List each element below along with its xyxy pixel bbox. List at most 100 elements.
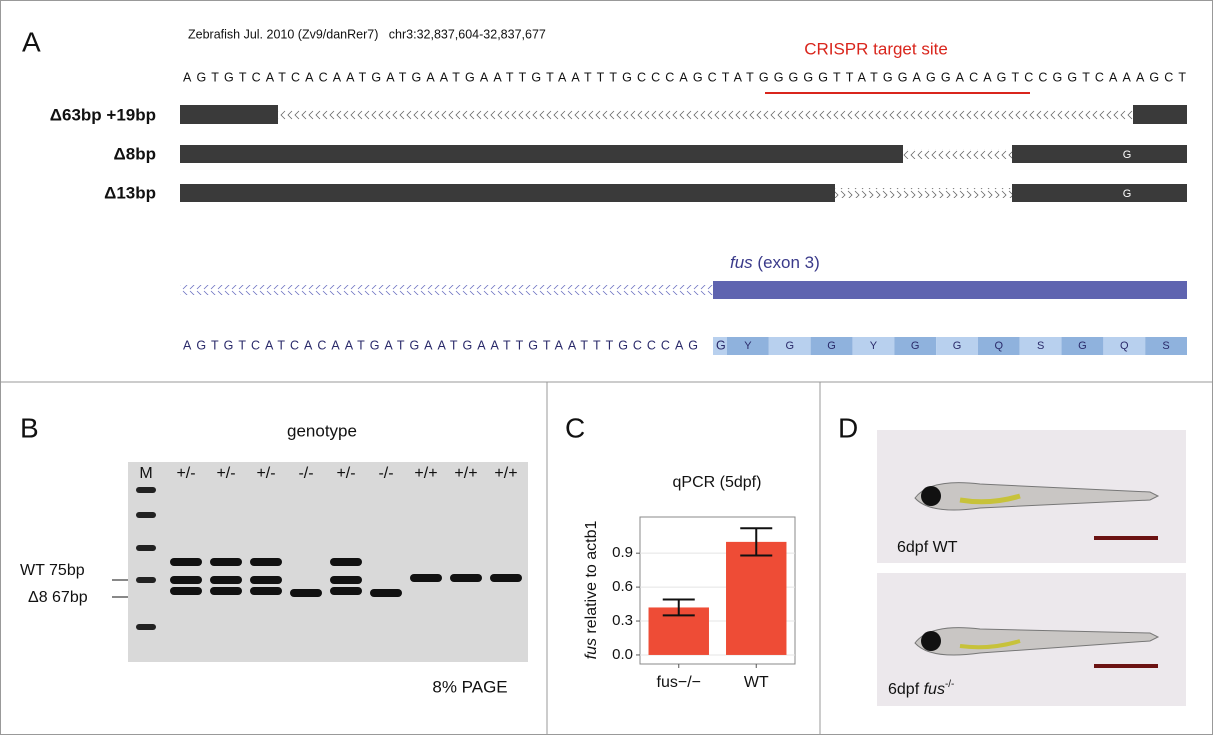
- allele-label: Δ63bp +19bp: [50, 105, 156, 124]
- gel-band: [170, 576, 202, 584]
- intron: [180, 285, 713, 295]
- gel-band: [450, 574, 482, 582]
- aa-box: [894, 337, 937, 355]
- amino-acid: G: [785, 340, 794, 352]
- gel-band: [330, 576, 362, 584]
- aa-box: [1145, 337, 1187, 355]
- marker-band: [136, 487, 156, 493]
- caption-gene: fus: [924, 681, 945, 698]
- aa-box: [727, 337, 769, 355]
- sequence: AGTGTCATCACAATGATGAATGAATTGTAATTTGCCCAGC…: [183, 70, 1186, 84]
- marker-band: [136, 545, 156, 551]
- y-tick-label: 0.0: [612, 646, 633, 663]
- gel-band: [330, 558, 362, 566]
- target-label: CRISPR target site: [804, 39, 948, 58]
- fish-images: [877, 430, 1186, 706]
- allele-base: G: [1123, 149, 1132, 161]
- gel-band: [250, 576, 282, 584]
- gel-band: [170, 587, 202, 595]
- genome-location: Zebrafish Jul. 2010 (Zv9/danRer7) chr3:3…: [188, 27, 546, 41]
- panel-label: C: [565, 412, 585, 443]
- gel-band: [410, 574, 442, 582]
- x-tick-label: WT: [744, 674, 769, 691]
- band-label: WT 75bp: [20, 562, 85, 579]
- gel-band: [490, 574, 522, 582]
- gel-band: [210, 587, 242, 595]
- marker-band: [136, 624, 156, 630]
- chart-title: qPCR (5dpf): [673, 474, 762, 491]
- amino-acid: S: [1162, 340, 1169, 352]
- image-caption: 6dpf fus-/-: [888, 679, 954, 699]
- splice-box: [713, 337, 727, 355]
- y-tick-label: 0.6: [612, 578, 633, 595]
- allele-base: G: [1123, 188, 1132, 200]
- aa-box: [810, 337, 853, 355]
- lane-label: +/+: [454, 465, 477, 482]
- y-tick-label: 0.3: [612, 612, 633, 629]
- y-label-text: relative to actb1: [583, 521, 600, 634]
- exon: [713, 281, 1187, 299]
- gel-bands: [136, 487, 522, 630]
- lane-label: +/+: [494, 465, 517, 482]
- aa-box: [936, 337, 978, 355]
- gel-band: [370, 589, 402, 597]
- amino-acid: G: [953, 340, 962, 352]
- y-axis-label: fus relative to actb1: [583, 521, 600, 660]
- gel-band: [210, 576, 242, 584]
- amino-acid: G: [827, 340, 836, 352]
- marker-band: [136, 512, 156, 518]
- lane-label: +/-: [256, 465, 275, 482]
- gel-type: 8% PAGE: [432, 677, 507, 696]
- gel-title: genotype: [287, 421, 357, 440]
- amino-acid: G: [911, 340, 920, 352]
- caption-sup: -/-: [945, 679, 954, 690]
- aa-box: [1019, 337, 1062, 355]
- splice-base: G: [716, 338, 726, 352]
- lane-label: +/+: [414, 465, 437, 482]
- band-label: Δ8 67bp: [28, 589, 88, 606]
- caption-text: 6dpf: [888, 681, 920, 698]
- amino-acid: Q: [1120, 340, 1129, 352]
- lane-labels: +/- +/- +/- -/- +/- -/- +/+ +/+ +/+: [176, 465, 517, 482]
- gel-band: [210, 558, 242, 566]
- allele-tracks: [180, 105, 1187, 202]
- amino-acid: Y: [744, 340, 752, 352]
- gene-name: fus: [730, 253, 753, 272]
- y-tick-label: 0.9: [612, 544, 633, 561]
- lane-label: +/-: [336, 465, 355, 482]
- lane-label: -/-: [298, 465, 313, 482]
- aa-box: [977, 337, 1020, 355]
- aa-box: [852, 337, 895, 355]
- lane-label: +/-: [216, 465, 235, 482]
- allele-label: Δ13bp: [104, 183, 156, 202]
- panel-label: D: [838, 412, 858, 443]
- aa-box: [1103, 337, 1146, 355]
- gel-band: [330, 587, 362, 595]
- panel-label: A: [22, 26, 41, 57]
- lane-label: -/-: [378, 465, 393, 482]
- exon-label: fus (exon 3): [730, 253, 820, 272]
- amino-acid: Y: [870, 340, 878, 352]
- exon-name: (exon 3): [757, 253, 819, 272]
- image-caption: 6dpf WT: [897, 539, 958, 556]
- marker-band: [136, 577, 156, 583]
- panel-label: B: [20, 412, 39, 443]
- bar-chart: 0.0 0.3 0.6 0.9 fus−/− WT: [612, 516, 796, 691]
- gel-band: [250, 587, 282, 595]
- gel-band: [250, 558, 282, 566]
- gel-band: [290, 589, 322, 597]
- gel-band: [170, 558, 202, 566]
- marker-label: M: [139, 465, 152, 482]
- x-tick-label: fus−/−: [657, 674, 701, 691]
- sequence-intron: AGTGTCATCACAATGATGAATGAATTGTAATTTGCCCAG: [183, 338, 698, 352]
- bar: [726, 541, 787, 655]
- amino-acid: Q: [995, 340, 1004, 352]
- aa-box: [768, 337, 811, 355]
- y-label-gene: fus: [583, 638, 600, 659]
- amino-acid: G: [1078, 340, 1087, 352]
- aa-box: [1061, 337, 1104, 355]
- lane-label: +/-: [176, 465, 195, 482]
